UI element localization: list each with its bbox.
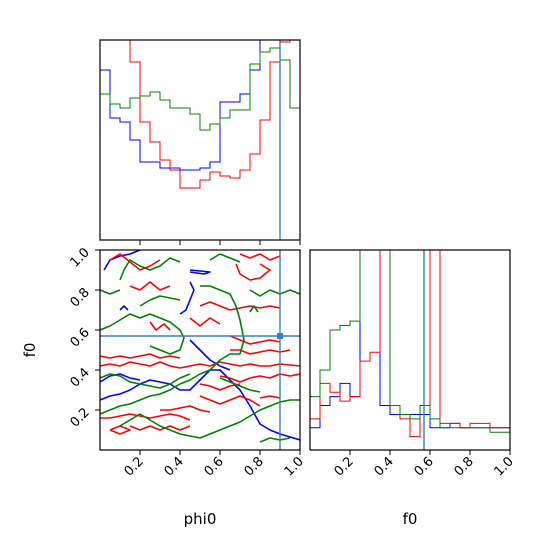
contour-blue [189,339,231,371]
contour-red [100,361,300,369]
contour-blue [119,305,129,311]
phi0-f0-contour-panel: 0.2 0.4 0.6 0.8 1.0 0.2 0.4 0.6 0.8 1.0 [68,245,307,479]
contour-green [100,289,121,295]
contour-blue [100,373,141,383]
contour-red [189,317,221,327]
contour-ytick-label: 1.0 [68,245,93,270]
contour-red [109,425,131,435]
contour-green [139,295,181,307]
contour-ytick-label: 0.8 [68,285,93,310]
contour-blue [100,369,300,441]
f0-hist-xtick-label: 1.0 [492,454,517,479]
contour-green [249,305,259,313]
f0-hist-xtick-label: 0.8 [452,454,477,479]
contour-red [199,301,281,311]
contour-green [259,437,291,443]
contour-xtick-label: 0.4 [162,454,187,479]
contour-red [129,425,191,431]
contour-green [100,285,245,415]
f0-hist-xtick-label: 0.2 [332,454,357,479]
contour-red [109,253,161,271]
contour-red [149,321,171,331]
contour-xtick-label: 1.0 [282,454,307,479]
f0-hist-red-step [310,250,510,450]
contour-xtick-label: 0.8 [242,454,267,479]
contour-green [100,313,185,355]
f0-hist-xtick-label: 0.4 [372,454,397,479]
contour-red [160,405,211,413]
f0-hist-frame [309,249,511,451]
x-axis-label-phi0: phi0 [184,510,217,528]
contour-red [129,281,171,291]
phi0-hist-frame [99,39,301,241]
phi0-hist-green-step [100,47,300,240]
contour-green [119,399,300,439]
contour-ytick-label: 0.6 [68,325,93,350]
contour-red [239,253,281,261]
phi0-histogram-panel [99,39,301,245]
contour-red [199,395,261,407]
y-axis-label-f0: f0 [21,343,39,358]
f0-hist-xtick-label: 0.6 [412,454,437,479]
contour-red [199,383,241,391]
contour-red [229,335,281,345]
contour-red [100,353,181,359]
contour-red [219,373,300,383]
contour-green [119,257,181,281]
contour-xtick-label: 0.6 [202,454,227,479]
contour-red [235,263,271,281]
contour-blue [189,269,211,275]
contour-frame [99,249,301,451]
f0-hist-green-step [310,250,510,450]
f0-hist-blue-step [310,250,510,450]
contour-blue [103,250,141,271]
contour-ytick-label: 0.4 [68,365,93,390]
x-axis-label-f0: f0 [403,510,418,528]
contour-ytick-label: 0.2 [68,405,93,430]
truth-marker [277,333,283,339]
contour-green [209,253,241,263]
contour-green [100,373,191,389]
phi0-hist-red-step [100,40,300,240]
contour-blue [179,281,195,315]
contour-green [219,377,261,393]
contour-green [249,289,300,297]
phi0-hist-blue-step [100,40,300,240]
contour-xtick-label: 0.2 [122,454,147,479]
f0-histogram-panel: 0.2 0.4 0.6 0.8 1.0 [309,249,517,479]
contour-red [259,395,281,399]
